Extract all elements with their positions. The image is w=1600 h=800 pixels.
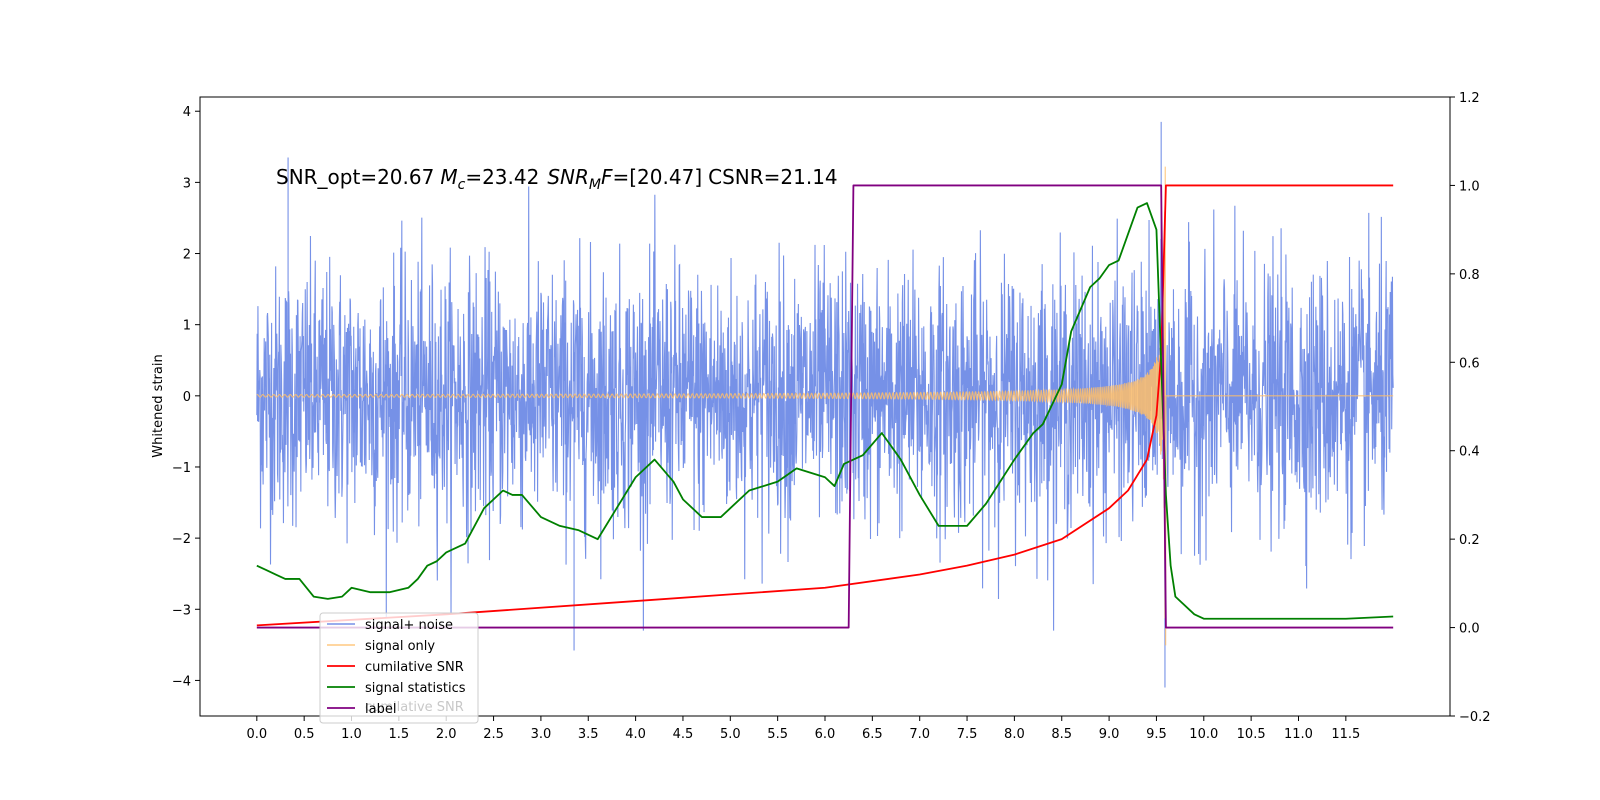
mc-value: =23.42 — [465, 165, 539, 189]
snr-symbol: SNR — [547, 165, 589, 189]
y-tick-label: −3 — [172, 603, 191, 618]
x-tick-label: 11.5 — [1331, 727, 1360, 742]
x-tick-label: 0.5 — [294, 727, 315, 742]
legend-entry-signal: signal only — [365, 639, 435, 654]
x-tick-label: 5.0 — [720, 727, 741, 742]
x-tick-label: 11.0 — [1284, 727, 1313, 742]
x-tick-label: 6.5 — [862, 727, 883, 742]
x-tick-label: 8.5 — [1051, 727, 1072, 742]
legend-box — [319, 612, 479, 724]
mc-subscript: c — [458, 177, 466, 193]
snr-annotation: SNR_opt=20.67 Mc=23.42 SNRMF=[20.47] CSNR=2… — [276, 165, 838, 193]
x-tick-label: 3.5 — [578, 727, 599, 742]
x-tick-label: 2.5 — [483, 727, 504, 742]
legend-entry-statistics: signal statistics — [365, 681, 466, 696]
x-tick-label: 9.0 — [1099, 727, 1120, 742]
x-tick-label: 1.5 — [389, 727, 410, 742]
snr-value: =[20.47] — [613, 165, 703, 189]
series-label — [256, 184, 1394, 629]
y-tick-label: −1 — [172, 461, 191, 476]
x-tick-label: 8.0 — [1004, 727, 1025, 742]
y-right-tick-label: 0.0 — [1459, 622, 1480, 637]
x-tick-label: 5.5 — [767, 727, 788, 742]
snr-subscript: M — [589, 177, 601, 193]
y-tick-label: 2 — [183, 248, 191, 263]
csnr-text: CSNR=21.14 — [708, 165, 838, 189]
x-tick-label: 7.5 — [957, 727, 978, 742]
snr-f-symbol: F — [601, 165, 613, 189]
y-right-tick-label: −0.2 — [1459, 710, 1491, 725]
y-tick-label: −2 — [172, 532, 191, 547]
x-tick-label: 7.0 — [909, 727, 930, 742]
x-tick-label: 1.0 — [341, 727, 362, 742]
y-tick-label: 4 — [183, 105, 191, 120]
y-right-tick-label: 0.2 — [1459, 533, 1480, 548]
y-right-tick-label: 0.4 — [1459, 445, 1480, 460]
x-tick-label: 9.5 — [1146, 727, 1167, 742]
legend-entry-noise: signal+ noise — [365, 618, 453, 633]
series-layer — [256, 121, 1394, 688]
y-right-tick-label: 1.2 — [1459, 91, 1480, 106]
snr-opt-text: SNR_opt=20.67 — [276, 165, 434, 189]
y-right-tick-label: 0.6 — [1459, 356, 1480, 371]
x-tick-label: 6.0 — [815, 727, 836, 742]
x-tick-label: 0.0 — [246, 727, 267, 742]
series-signal-noise — [256, 121, 1394, 688]
y-right-tick-label: 1.0 — [1459, 179, 1480, 194]
x-tick-label: 10.0 — [1189, 727, 1218, 742]
x-tick-label: 3.0 — [531, 727, 552, 742]
series-cumulative-snr — [256, 184, 1394, 627]
y-tick-label: 1 — [183, 319, 191, 334]
x-tick-label: 2.0 — [436, 727, 457, 742]
y-axis-label: Whitened strain — [151, 354, 166, 457]
legend: cumilative SNR signal+ noise signal only… — [319, 612, 479, 724]
legend-ghost-text: cumilative SNR — [365, 700, 464, 715]
x-tick-label: 10.5 — [1237, 727, 1266, 742]
y-right-tick-label: 0.8 — [1459, 268, 1480, 283]
series-signal-only — [256, 166, 1394, 646]
y-tick-label: 3 — [183, 176, 191, 191]
series-signal-statistics — [256, 202, 1394, 620]
x-tick-label: 4.0 — [625, 727, 646, 742]
mc-symbol: M — [440, 165, 457, 189]
y-tick-label: 0 — [183, 390, 191, 405]
legend-entry-label: label — [365, 702, 396, 717]
y-tick-label: −4 — [172, 674, 191, 689]
ticks-layer: 0.0 0.5 1.0 1.5 2.0 2.5 3.0 3.5 4.0 4.5 5.0 5.5 6.0 6… — [172, 91, 1491, 742]
x-tick-label: 4.5 — [673, 727, 694, 742]
legend-entry-cumulative: cumilative SNR — [365, 660, 464, 675]
